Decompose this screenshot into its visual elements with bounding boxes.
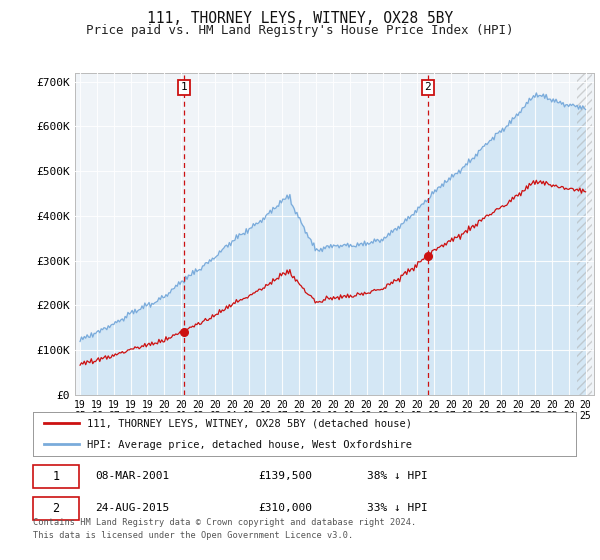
Text: £310,000: £310,000 bbox=[259, 503, 313, 514]
Text: This data is licensed under the Open Government Licence v3.0.: This data is licensed under the Open Gov… bbox=[33, 531, 353, 540]
FancyBboxPatch shape bbox=[33, 465, 79, 488]
Text: 111, THORNEY LEYS, WITNEY, OX28 5BY: 111, THORNEY LEYS, WITNEY, OX28 5BY bbox=[147, 11, 453, 26]
Text: HPI: Average price, detached house, West Oxfordshire: HPI: Average price, detached house, West… bbox=[88, 440, 412, 450]
Bar bbox=[577, 73, 592, 395]
Text: 38% ↓ HPI: 38% ↓ HPI bbox=[367, 472, 428, 482]
Text: 33% ↓ HPI: 33% ↓ HPI bbox=[367, 503, 428, 514]
Text: 2: 2 bbox=[424, 82, 431, 92]
Text: 111, THORNEY LEYS, WITNEY, OX28 5BY (detached house): 111, THORNEY LEYS, WITNEY, OX28 5BY (det… bbox=[88, 418, 412, 428]
Text: 08-MAR-2001: 08-MAR-2001 bbox=[95, 472, 170, 482]
Text: Contains HM Land Registry data © Crown copyright and database right 2024.: Contains HM Land Registry data © Crown c… bbox=[33, 519, 416, 528]
Text: 2: 2 bbox=[52, 502, 59, 515]
Text: £139,500: £139,500 bbox=[259, 472, 313, 482]
Text: 24-AUG-2015: 24-AUG-2015 bbox=[95, 503, 170, 514]
Text: 1: 1 bbox=[52, 470, 59, 483]
Text: Price paid vs. HM Land Registry's House Price Index (HPI): Price paid vs. HM Land Registry's House … bbox=[86, 24, 514, 36]
FancyBboxPatch shape bbox=[33, 497, 79, 520]
Text: 1: 1 bbox=[181, 82, 188, 92]
